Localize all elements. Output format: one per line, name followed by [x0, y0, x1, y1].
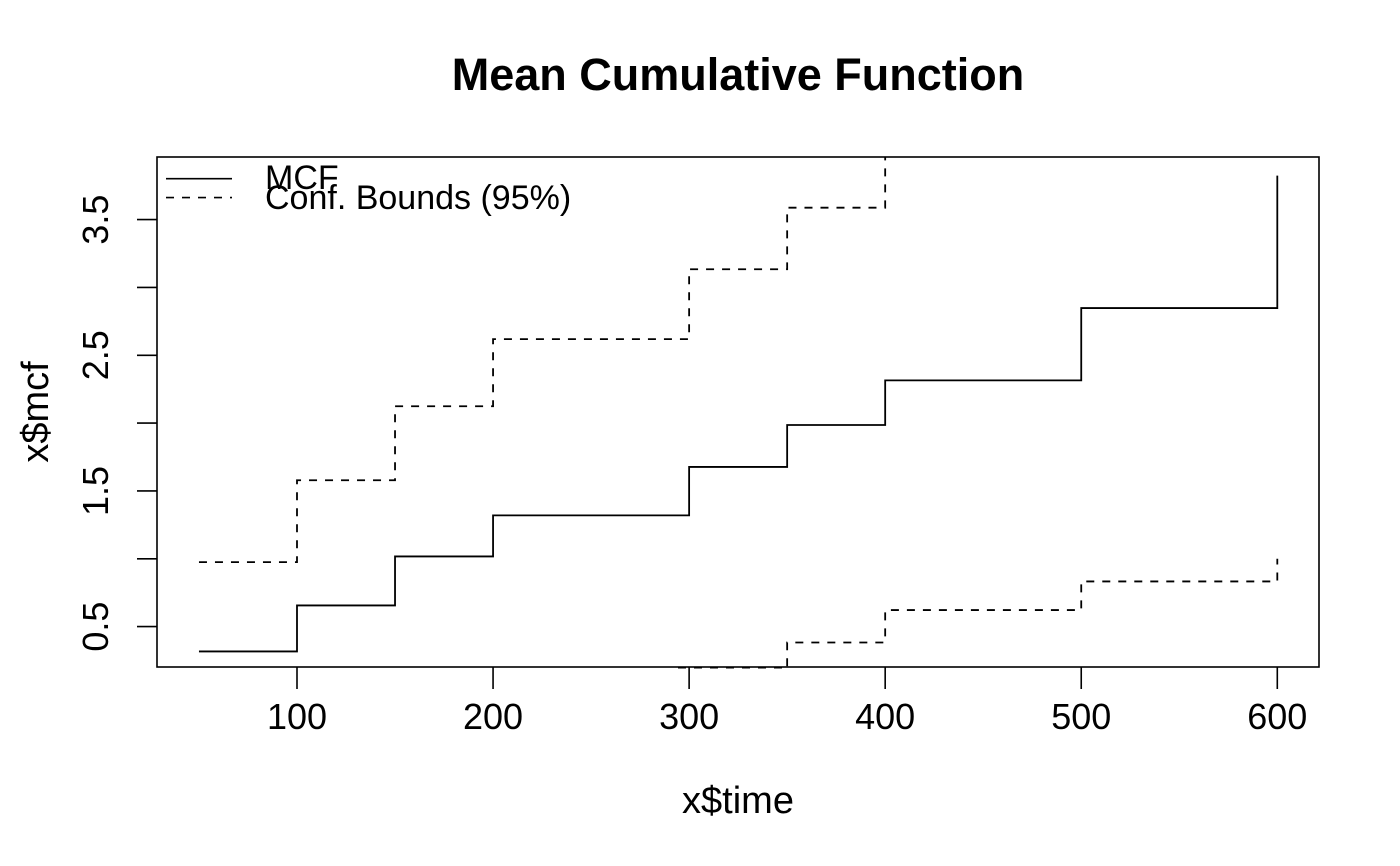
svg-text:500: 500 — [1051, 696, 1111, 737]
svg-text:100: 100 — [267, 696, 327, 737]
svg-text:0.5: 0.5 — [75, 602, 116, 652]
svg-text:1.5: 1.5 — [75, 466, 116, 516]
svg-text:400: 400 — [855, 696, 915, 737]
svg-text:600: 600 — [1247, 696, 1307, 737]
svg-text:Mean Cumulative Function: Mean Cumulative Function — [452, 49, 1025, 100]
svg-text:x$time: x$time — [682, 780, 794, 822]
svg-text:200: 200 — [463, 696, 523, 737]
svg-text:x$mcf: x$mcf — [15, 361, 57, 463]
svg-text:Conf. Bounds (95%): Conf. Bounds (95%) — [265, 179, 571, 217]
svg-text:300: 300 — [659, 696, 719, 737]
svg-text:3.5: 3.5 — [75, 195, 116, 245]
svg-text:2.5: 2.5 — [75, 330, 116, 380]
